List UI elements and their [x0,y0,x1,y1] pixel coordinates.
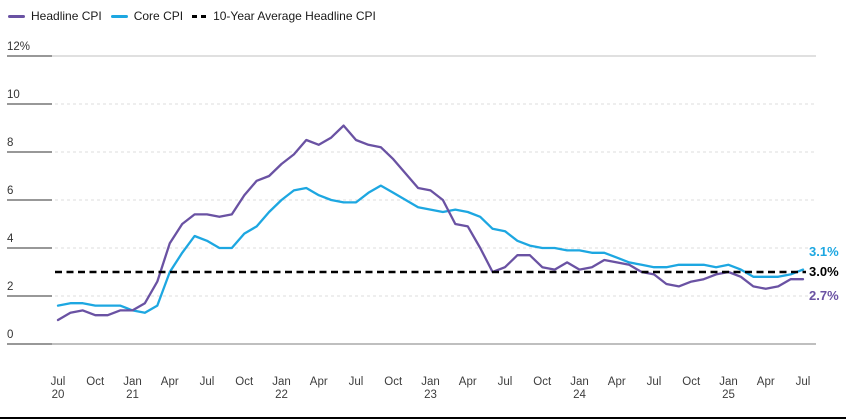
x-tick-label: Jul [336,376,376,389]
x-tick-month: Apr [756,376,775,388]
end-value-label-headline: 2.7% [809,288,839,304]
x-tick-label: Oct [373,376,413,389]
x-tick-year: 20 [51,389,65,401]
x-tick-month: Oct [235,376,254,388]
x-tick-year: 24 [573,389,586,401]
x-tick-month: Jul [497,376,513,388]
x-tick-label: Jan 24 [560,376,600,402]
x-tick-label: Jan 22 [262,376,302,402]
figure-bottom-rule [0,417,846,419]
x-tick-label: Oct [522,376,562,389]
x-tick-month: Oct [682,376,701,388]
x-tick-label: Jan 25 [709,376,749,402]
core-line-swatch [110,14,128,18]
x-tick-month: Jan [123,376,142,388]
y-tick-label: 12% [7,41,31,53]
x-tick-label: Jul [187,376,227,389]
x-tick-label: Oct [224,376,264,389]
x-tick-month: Jul [646,376,662,388]
x-tick-year: 21 [126,389,139,401]
y-tick-label: 0 [7,329,14,341]
x-tick-month: Jul [50,376,66,388]
x-tick-month: Apr [160,376,179,388]
legend-item-core-cpi: Core CPI [110,9,184,23]
x-tick-label: Apr [150,376,190,389]
x-tick-month: Jul [348,376,364,388]
y-tick-label: 2 [7,281,14,293]
x-tick-month: Jul [199,376,215,388]
core-cpi-line [56,184,805,314]
end-value-label-core: 3.1% [809,243,839,259]
legend-label-core-cpi: Core CPI [133,9,184,23]
y-tick-label: 8 [7,137,14,149]
y-tick-label: 6 [7,185,14,197]
x-tick-month: Jan [570,376,589,388]
x-tick-month: Jul [795,376,811,388]
x-tick-label: Oct [75,376,115,389]
x-tick-month: Jan [421,376,440,388]
x-tick-month: Oct [533,376,552,388]
y-tick-label: 10 [7,89,20,101]
x-tick-label: Oct [671,376,711,389]
x-tick-label: Jan 21 [113,376,153,402]
x-tick-label: Apr [299,376,339,389]
x-tick-month: Apr [458,376,477,388]
x-tick-month: Apr [607,376,626,388]
headline-line-swatch [8,14,25,18]
headline-cpi-line [56,124,805,322]
legend-label-headline-cpi: Headline CPI [31,9,102,23]
x-tick-label: Jul 20 [38,376,78,402]
x-tick-label: Jul [783,376,823,389]
legend-item-headline-cpi: Headline CPI [8,9,102,23]
x-tick-label: Apr [746,376,786,389]
x-tick-label: Apr [448,376,488,389]
x-tick-label: Apr [597,376,637,389]
x-tick-label: Jan 23 [411,376,451,402]
x-tick-month: Oct [86,376,105,388]
x-tick-label: Jul [485,376,525,389]
legend: Headline CPI Core CPI 10-Year Average He… [8,8,376,24]
x-tick-label: Jul [634,376,674,389]
end-value-label-average: 3.0% [809,264,839,279]
x-tick-year: 25 [722,389,735,401]
x-tick-month: Oct [384,376,403,388]
x-tick-month: Jan [719,376,738,388]
x-tick-month: Jan [272,376,291,388]
x-tick-month: Apr [309,376,328,388]
legend-label-average: 10-Year Average Headline CPI [213,9,376,23]
average-dash-swatch [192,14,208,18]
legend-item-average: 10-Year Average Headline CPI [192,9,376,23]
y-tick-label: 4 [7,233,14,245]
x-tick-year: 23 [424,389,437,401]
x-tick-year: 22 [275,389,288,401]
